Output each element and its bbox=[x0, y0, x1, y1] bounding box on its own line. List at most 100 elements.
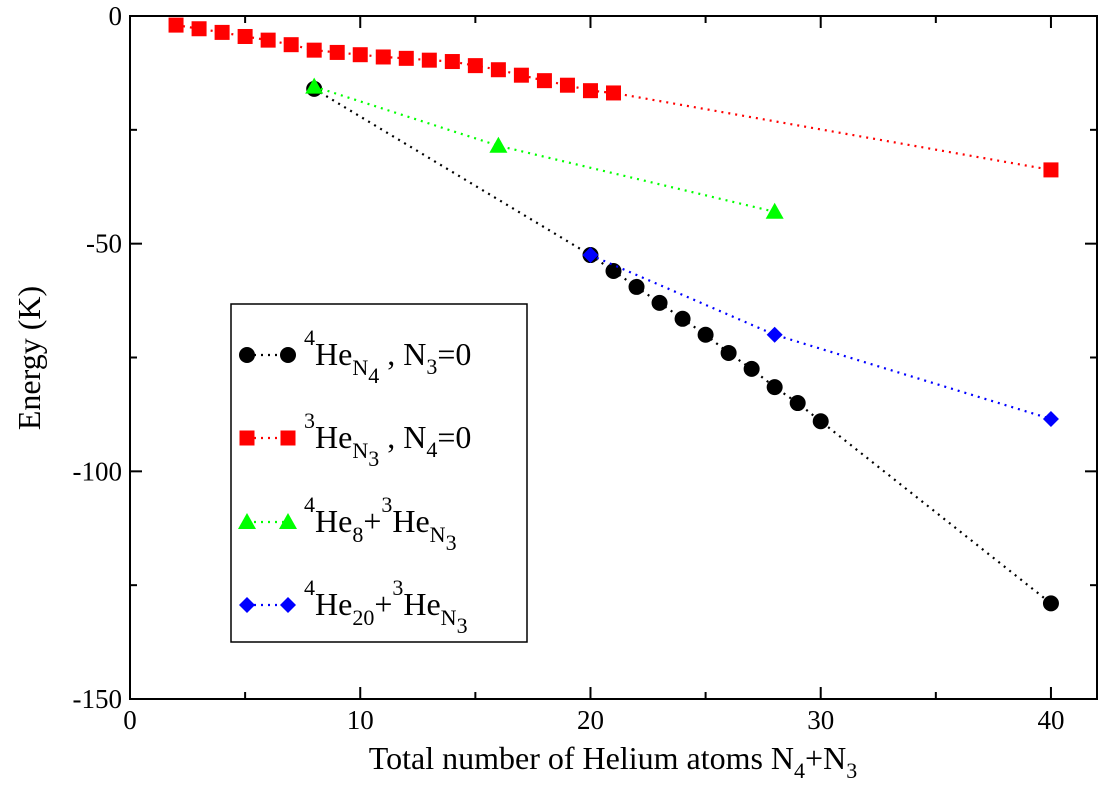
data-point bbox=[513, 67, 529, 83]
data-point bbox=[239, 430, 255, 446]
x-tick-label: 10 bbox=[347, 705, 374, 735]
legend-label-part: 3 bbox=[457, 613, 468, 638]
legend-label: 4He8+3HeN3 bbox=[304, 492, 457, 555]
legend-label-part: N bbox=[352, 355, 368, 380]
y-tick-label: -150 bbox=[73, 684, 123, 714]
legend-label-part: He bbox=[403, 586, 440, 622]
x-tick-label: 30 bbox=[807, 705, 834, 735]
data-point bbox=[743, 360, 760, 377]
legend-entry: 4He20+3HeN3 bbox=[239, 575, 468, 638]
data-point bbox=[239, 347, 255, 363]
legend-label-part: , N bbox=[379, 336, 426, 372]
data-point bbox=[766, 379, 783, 396]
data-point bbox=[697, 326, 714, 343]
data-point bbox=[489, 136, 508, 153]
data-point bbox=[238, 513, 256, 529]
data-point bbox=[674, 310, 691, 327]
x-tick-label: 40 bbox=[1037, 705, 1064, 735]
series bbox=[168, 17, 1059, 178]
data-point bbox=[375, 49, 391, 65]
legend-label-part: + bbox=[374, 586, 392, 622]
data-point bbox=[536, 73, 552, 89]
legend-label-part: 4 bbox=[368, 363, 379, 388]
data-point bbox=[306, 42, 322, 58]
legend-label-part: + bbox=[363, 503, 381, 539]
data-point bbox=[765, 202, 784, 219]
legend-entry: 4HeN4 , N3=0 bbox=[239, 325, 471, 388]
legend-label-part: 4 bbox=[426, 437, 437, 462]
x-axis-label-plus: +N bbox=[805, 740, 846, 776]
series bbox=[582, 247, 1059, 427]
data-point bbox=[280, 597, 296, 613]
legend-label-part: He bbox=[315, 419, 352, 455]
legend-label: 3HeN3 , N4=0 bbox=[304, 408, 471, 471]
legend-label: 4HeN4 , N3=0 bbox=[304, 325, 471, 388]
series-line bbox=[313, 85, 775, 213]
legend-label-part: =0 bbox=[437, 419, 471, 455]
y-tick-label: -100 bbox=[73, 456, 123, 486]
data-point bbox=[237, 28, 253, 44]
legend-label-part: 3 bbox=[368, 446, 379, 471]
series-layer bbox=[168, 17, 1059, 612]
legend-box bbox=[230, 303, 528, 643]
data-point bbox=[628, 278, 645, 295]
legend-label-part: 4 bbox=[304, 575, 315, 600]
y-axis-label: Energy (K) bbox=[11, 286, 47, 430]
data-point bbox=[582, 83, 598, 99]
legend-label-part: 4 bbox=[304, 325, 315, 350]
data-point bbox=[329, 44, 345, 60]
series bbox=[306, 80, 1059, 612]
data-point bbox=[467, 58, 483, 74]
axis-ticks: 0 10 20 30 40 0 -50 -100 -150 bbox=[73, 1, 1097, 735]
data-point bbox=[720, 344, 737, 361]
y-tick-label: -50 bbox=[86, 229, 122, 259]
data-point bbox=[280, 347, 296, 363]
series bbox=[305, 77, 784, 219]
data-point bbox=[1042, 410, 1059, 427]
x-axis-label-sub2: 3 bbox=[846, 758, 857, 783]
legend-label-part: , N bbox=[379, 419, 426, 455]
data-point bbox=[766, 326, 783, 343]
data-point bbox=[305, 77, 324, 94]
legend-label-part: He bbox=[392, 503, 429, 539]
legend-label-part: He bbox=[315, 336, 352, 372]
data-point bbox=[605, 262, 622, 279]
data-point bbox=[191, 21, 207, 37]
data-point bbox=[168, 17, 184, 33]
legend-label-part: 4 bbox=[304, 492, 315, 517]
data-point bbox=[789, 395, 806, 412]
data-point bbox=[444, 54, 460, 70]
data-point bbox=[1042, 595, 1059, 612]
y-tick-label: 0 bbox=[109, 1, 123, 31]
legend-label-part: 3 bbox=[304, 408, 315, 433]
data-point bbox=[651, 294, 668, 311]
data-point bbox=[490, 62, 506, 78]
data-point bbox=[582, 247, 599, 264]
data-point bbox=[398, 50, 414, 66]
legend-label: 4He20+3HeN3 bbox=[304, 575, 468, 638]
data-point bbox=[812, 413, 829, 430]
data-point bbox=[239, 597, 255, 613]
x-axis-label-sub1: 4 bbox=[794, 758, 805, 783]
data-point bbox=[260, 32, 276, 48]
legend-entry: 4He8+3HeN3 bbox=[238, 492, 457, 555]
legend-label-part: 3 bbox=[392, 575, 403, 600]
data-point bbox=[214, 24, 230, 40]
legend-label-part: N bbox=[430, 522, 446, 547]
legend-label-part: 3 bbox=[446, 530, 457, 555]
legend-label-part: He bbox=[315, 503, 352, 539]
data-point bbox=[279, 513, 297, 529]
legend-label-part: =0 bbox=[437, 336, 471, 372]
data-point bbox=[559, 77, 575, 93]
x-axis-label: Total number of Helium atoms N4+N3 bbox=[369, 740, 857, 783]
data-point bbox=[1043, 162, 1059, 178]
data-point bbox=[421, 52, 437, 68]
legend-label-part: 20 bbox=[352, 605, 374, 630]
legend-label-part: 3 bbox=[381, 492, 392, 517]
data-point bbox=[352, 47, 368, 63]
x-tick-label: 0 bbox=[123, 705, 137, 735]
data-point bbox=[283, 37, 299, 53]
data-point bbox=[280, 430, 296, 446]
